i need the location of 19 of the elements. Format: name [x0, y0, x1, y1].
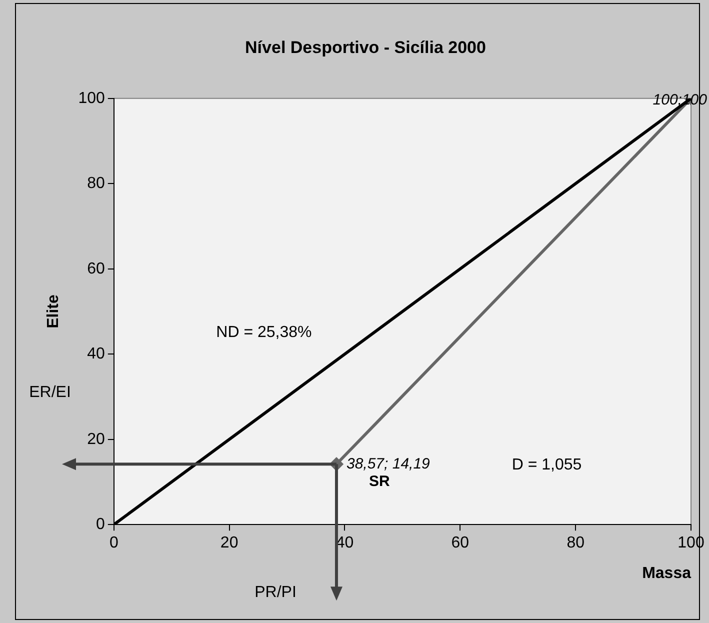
annotation: 38,57; 14,19 — [346, 455, 431, 472]
y-tick-label: 20 — [87, 430, 105, 448]
annotation: SR — [368, 473, 390, 490]
x-tick-label: 20 — [220, 534, 238, 552]
text: ER/EI — [29, 384, 71, 401]
x-tick-label: 80 — [566, 534, 585, 552]
annotation: ND = 25,38% — [216, 324, 312, 342]
y-tick-label: 100 — [78, 90, 105, 107]
text: PR/PI — [254, 584, 296, 602]
y-tick-label: 80 — [87, 175, 105, 192]
y-tick-label: 40 — [87, 346, 105, 363]
chart-title: Nível Desportivo - Sicília 2000 — [245, 38, 486, 57]
y-axis-title: Elite — [45, 294, 62, 328]
x-tick-label: 60 — [451, 534, 470, 552]
y-tick-label: 0 — [96, 516, 105, 534]
x-axis-title: Massa — [642, 564, 692, 582]
y-tick-label: 60 — [87, 260, 105, 278]
x-tick-label: 0 — [109, 534, 118, 552]
annotation: D = 1,055 — [512, 456, 582, 474]
